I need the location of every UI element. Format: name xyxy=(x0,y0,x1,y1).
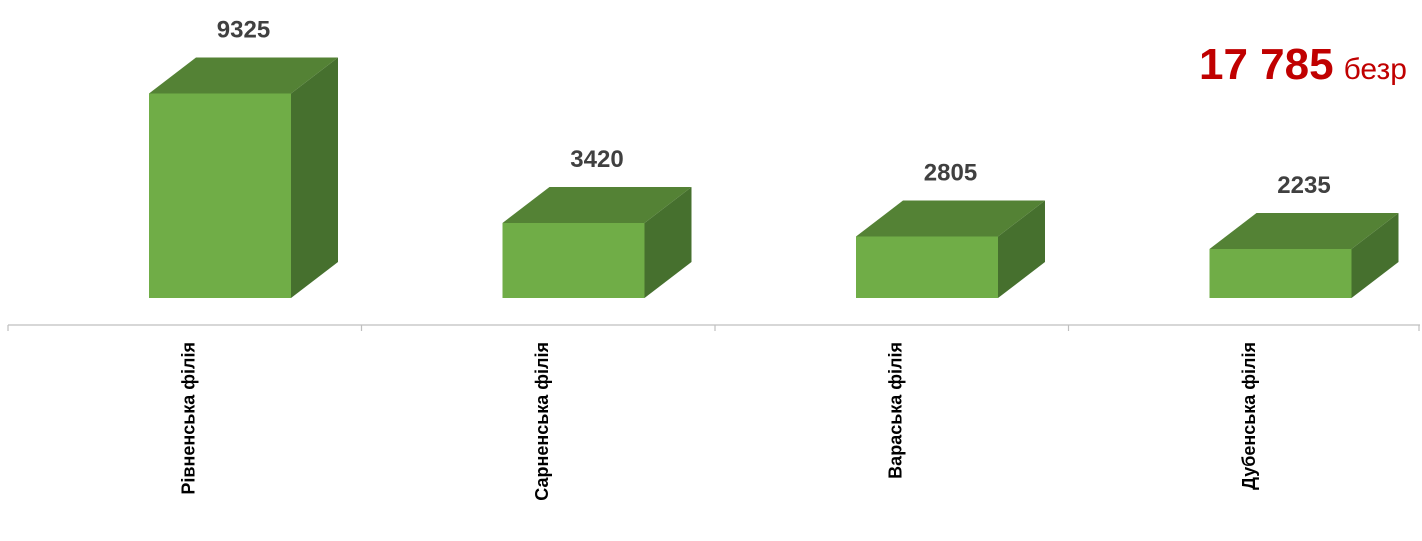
category-label: Вараська філія xyxy=(886,342,906,479)
bar-top-face xyxy=(1209,212,1399,249)
bar-front-face xyxy=(149,93,291,298)
bar-top-face xyxy=(856,200,1045,237)
bar-side-face xyxy=(998,200,1045,298)
value-labels: 9325 3420 2805 2235 xyxy=(217,17,1331,199)
value-label: 9325 xyxy=(217,17,270,44)
value-label: 3420 xyxy=(570,146,623,173)
bar xyxy=(149,57,338,299)
bar xyxy=(502,186,692,298)
category-labels: Рівненська філія Сарненська філія Вараська… xyxy=(179,342,1260,501)
category-label: Сарненська філія xyxy=(532,342,552,501)
bar-front-face xyxy=(1209,248,1352,298)
bar-side-face xyxy=(1351,212,1399,298)
bar-front-face xyxy=(502,222,645,298)
bar-side-face xyxy=(291,57,338,299)
category-label: Рівненська філія xyxy=(179,342,199,495)
category-axis xyxy=(7,324,1420,331)
total-value: 17 785 xyxy=(1199,40,1334,89)
total-callout: 17 785 безр xyxy=(1199,40,1407,90)
bar-side-face xyxy=(644,186,692,298)
value-label: 2235 xyxy=(1277,172,1330,199)
value-label: 2805 xyxy=(924,159,977,186)
category-label: Дубенська філія xyxy=(1239,342,1259,490)
bar-front-face xyxy=(856,236,998,298)
bar xyxy=(1209,212,1399,298)
bar-top-face xyxy=(502,186,692,223)
total-unit: безр xyxy=(1343,53,1407,86)
bar-group xyxy=(149,57,1399,299)
bar xyxy=(856,200,1045,298)
bar-top-face xyxy=(149,57,338,94)
